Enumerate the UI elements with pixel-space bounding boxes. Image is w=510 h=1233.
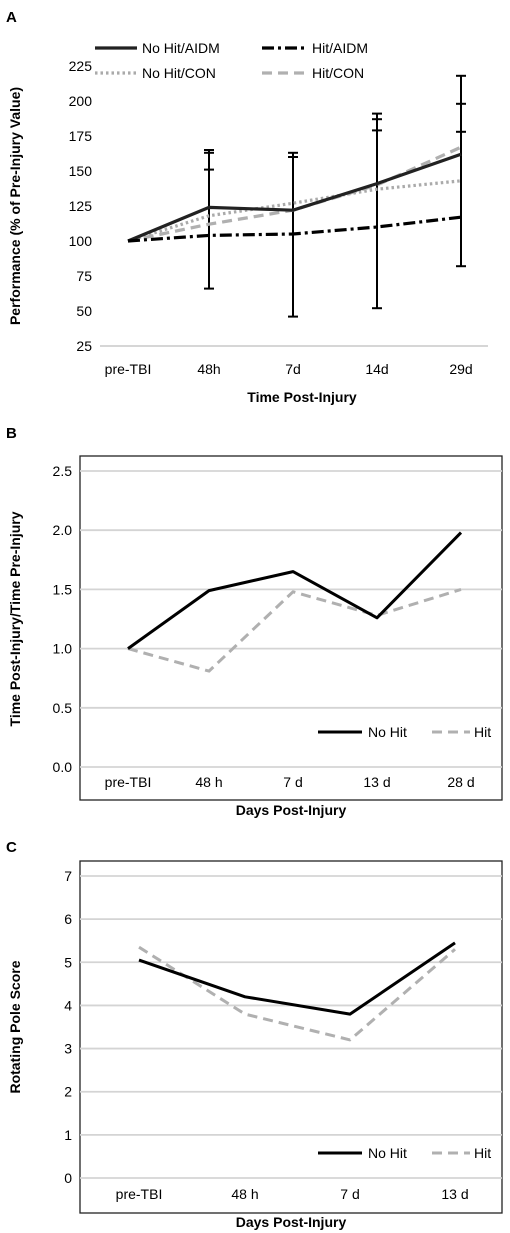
legend-label: No Hit — [368, 1145, 407, 1161]
x-tick-label: 14d — [365, 361, 388, 377]
panel-letter: C — [6, 839, 17, 856]
y-axis-title: Time Post-Injury/Time Pre-Injury — [7, 511, 23, 726]
x-tick-label: pre-TBI — [105, 361, 152, 377]
x-tick-label: 7 d — [283, 774, 302, 790]
x-axis-title: Days Post-Injury — [236, 1214, 347, 1230]
y-tick-label: 200 — [69, 93, 93, 109]
y-tick-label: 2 — [64, 1084, 72, 1100]
x-tick-label: 13 d — [363, 774, 390, 790]
series-line-hit — [127, 587, 462, 673]
panel-letter: B — [6, 425, 17, 442]
x-tick-label: 13 d — [441, 1186, 468, 1202]
y-tick-label: 225 — [69, 58, 93, 74]
x-tick-label: 48 h — [195, 774, 222, 790]
y-tick-label: 100 — [69, 233, 93, 249]
x-tick-label: pre-TBI — [105, 774, 152, 790]
y-tick-label: 175 — [69, 128, 93, 144]
y-tick-label: 2.5 — [53, 463, 73, 479]
series-line-no-hit-aidm — [127, 152, 462, 243]
y-tick-label: 3 — [64, 1041, 72, 1057]
x-tick-label: 7d — [285, 361, 301, 377]
series-line-hit-aidm — [127, 215, 462, 243]
legend-label: No Hit/AIDM — [142, 40, 220, 56]
x-tick-label: 48h — [197, 361, 220, 377]
x-tick-label: 48 h — [231, 1186, 258, 1202]
y-tick-label: 150 — [69, 163, 93, 179]
x-tick-label: 28 d — [447, 774, 474, 790]
y-tick-label: 25 — [76, 338, 92, 354]
y-tick-label: 75 — [76, 268, 92, 284]
y-axis-title: Rotating Pole Score — [7, 960, 23, 1093]
y-tick-label: 4 — [64, 997, 72, 1013]
plot-frame — [79, 455, 503, 801]
y-tick-label: 6 — [64, 911, 72, 927]
x-axis-title: Time Post-Injury — [247, 389, 357, 405]
y-tick-label: 7 — [64, 868, 72, 884]
legend-label: No Hit — [368, 724, 407, 740]
legend-label: Hit/CON — [312, 65, 364, 81]
y-axis-title: Performance (% of Pre-Injury Value) — [7, 87, 23, 325]
y-tick-label: 0.5 — [53, 700, 73, 716]
y-tick-label: 125 — [69, 198, 93, 214]
y-tick-label: 50 — [76, 303, 92, 319]
legend-label: Hit — [474, 724, 491, 740]
y-tick-label: 1.5 — [53, 581, 73, 597]
series-line-no-hit-con — [127, 179, 462, 243]
series-line-no-hit — [138, 941, 456, 1016]
series-line-no-hit — [127, 531, 463, 650]
panel-letter: A — [6, 9, 17, 26]
y-tick-label: 0 — [64, 1170, 72, 1186]
x-axis-title: Days Post-Injury — [236, 802, 347, 818]
x-tick-label: pre-TBI — [116, 1186, 163, 1202]
legend-label: Hit — [474, 1145, 491, 1161]
series-line-hit — [138, 945, 456, 1042]
x-tick-label: 7 d — [340, 1186, 359, 1202]
y-tick-label: 0.0 — [53, 759, 73, 775]
legend-label: Hit/AIDM — [312, 40, 368, 56]
y-tick-label: 5 — [64, 954, 72, 970]
legend-label: No Hit/CON — [142, 65, 216, 81]
y-tick-label: 1 — [64, 1127, 72, 1143]
y-tick-label: 1.0 — [53, 641, 73, 657]
x-tick-label: 29d — [449, 361, 472, 377]
plot-frame — [79, 860, 503, 1214]
y-tick-label: 2.0 — [53, 522, 73, 538]
